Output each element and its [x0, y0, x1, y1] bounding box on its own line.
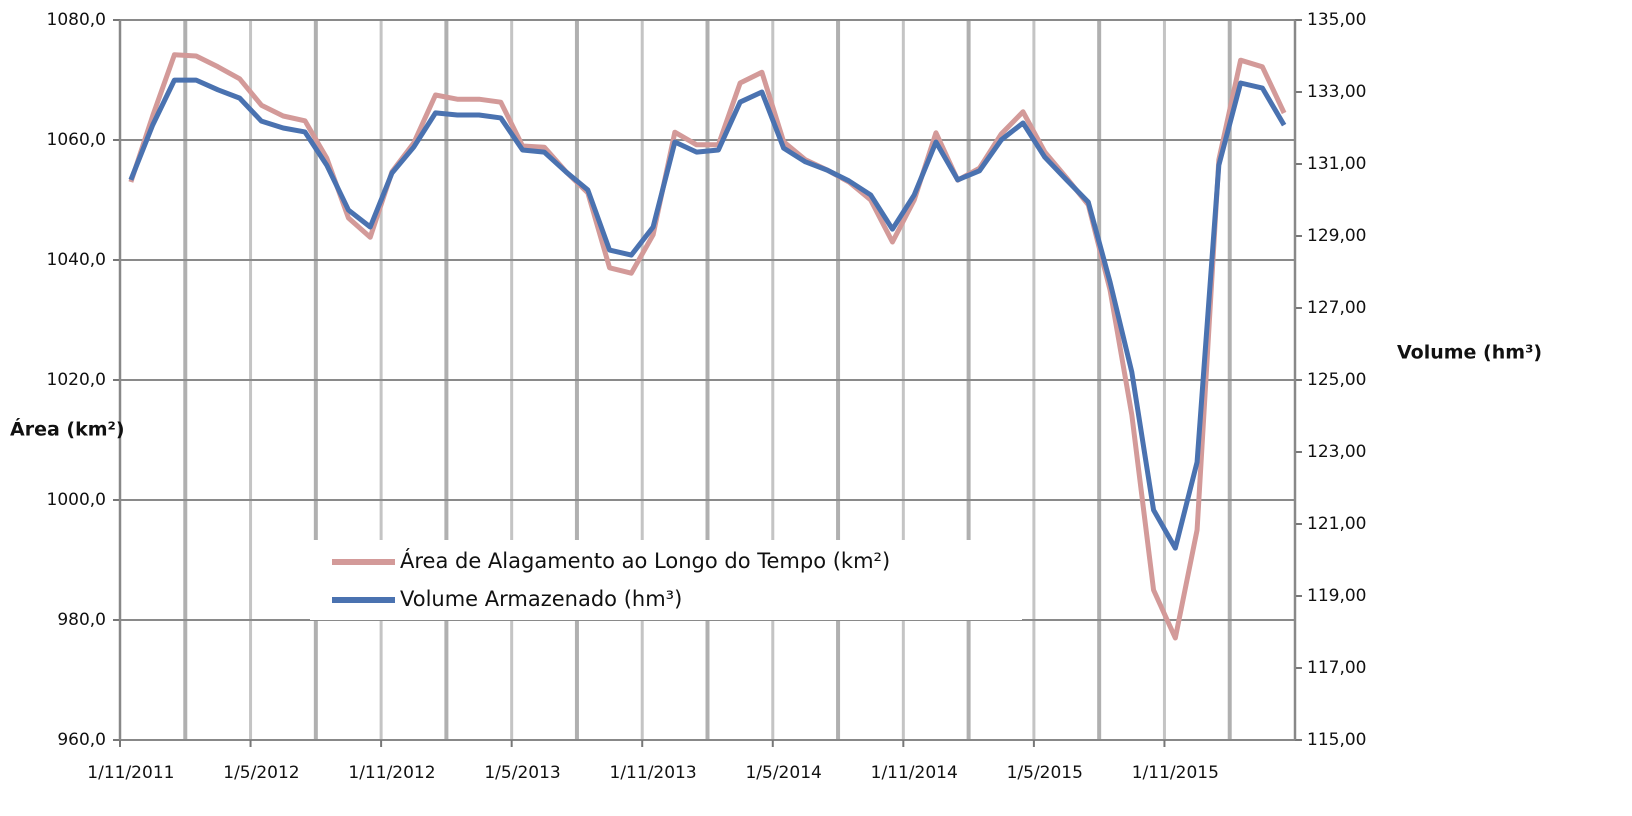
y2-tick-label: 121,00 [1307, 514, 1366, 534]
x-tick-label: 1/5/2013 [484, 763, 560, 783]
y2-tick-label: 133,00 [1307, 82, 1366, 102]
y-tick-label: 960,0 [57, 730, 106, 750]
y-axis-title: Área (km²) [10, 418, 125, 441]
y-tick-label: 980,0 [57, 610, 106, 630]
y2-tick-label: 135,00 [1307, 10, 1366, 30]
series-line [128, 77, 1287, 551]
x-tick-label: 1/11/2012 [348, 763, 435, 783]
y-tick-label: 1060,0 [47, 130, 106, 150]
y2-axis-title: Volume (hm³) [1397, 342, 1542, 364]
y2-tick-label: 117,00 [1307, 658, 1366, 678]
y2-tick-label: 115,00 [1307, 730, 1366, 750]
legend-layer: Área de Alagamento ao Longo do Tempo (km… [310, 540, 1022, 620]
x-tick-label: 1/11/2014 [871, 763, 958, 783]
y-tick-label: 1000,0 [47, 490, 106, 510]
y-tick-label: 1040,0 [47, 250, 106, 270]
legend-label: Área de Alagamento ao Longo do Tempo (km… [400, 548, 890, 573]
y2-tick-label: 127,00 [1307, 298, 1366, 318]
y2-tick-label: 131,00 [1307, 154, 1366, 174]
x-tick-label: 1/11/2013 [610, 763, 697, 783]
y2-tick-label: 119,00 [1307, 586, 1366, 606]
line-layer [128, 52, 1287, 641]
legend-label: Volume Armazenado (hm³) [400, 587, 682, 611]
legend-box [310, 540, 1022, 620]
y2-tick-label: 123,00 [1307, 442, 1366, 462]
y2-tick-label: 125,00 [1307, 370, 1366, 390]
x-tick-label: 1/11/2015 [1132, 763, 1219, 783]
y-tick-label: 1080,0 [47, 10, 106, 30]
x-tick-label: 1/11/2011 [87, 763, 174, 783]
x-tick-label: 1/5/2014 [745, 763, 821, 783]
y2-tick-label: 129,00 [1307, 226, 1366, 246]
y-tick-label: 1020,0 [47, 370, 106, 390]
x-tick-label: 1/5/2015 [1007, 763, 1083, 783]
x-tick-label: 1/5/2012 [223, 763, 299, 783]
